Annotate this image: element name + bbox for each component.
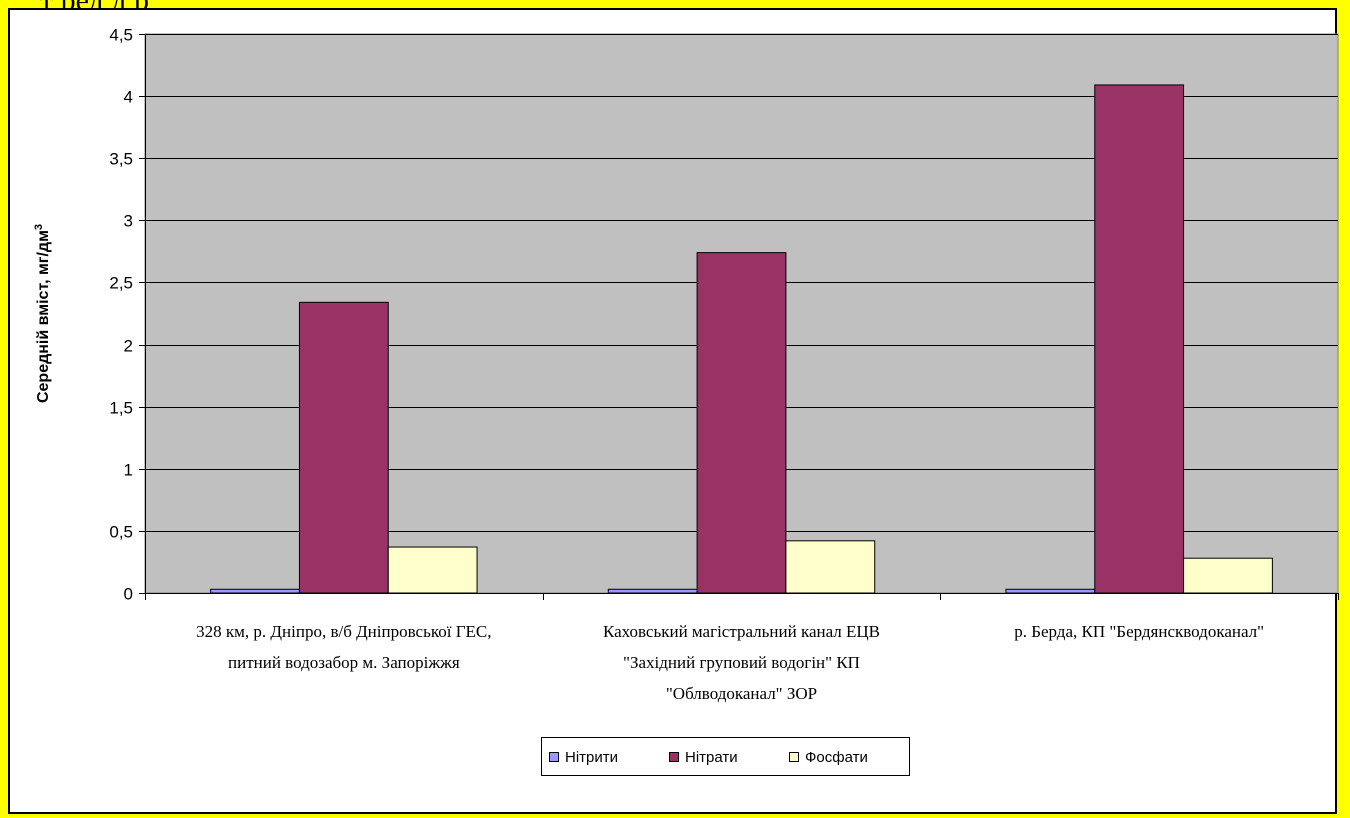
bar-Нітрити: [607, 588, 698, 594]
legend-swatch: [669, 752, 679, 762]
y-tick-label: 1,5: [109, 399, 133, 418]
y-tick-label: 4,5: [109, 26, 133, 45]
x-category-label: питний водозабор м. Запоріжжя: [228, 653, 460, 672]
legend: [541, 737, 910, 776]
x-category-label: "Облводоканал" ЗОР: [666, 684, 817, 703]
bar-Нітрати: [696, 252, 787, 594]
bar-Нітрити: [210, 588, 300, 594]
bar-Фосфати: [387, 546, 478, 594]
y-tick-label: 3,5: [109, 150, 133, 169]
legend-label: Нітрити: [565, 749, 618, 766]
bar-Нітрати: [298, 301, 389, 594]
y-tick-label: 0,5: [109, 523, 133, 542]
bar-Нітрати: [1094, 84, 1185, 594]
y-axis-label-superscript: 3: [33, 224, 45, 230]
bar-Нітрити: [1005, 588, 1096, 594]
y-tick-label: 0: [124, 585, 133, 604]
bar-Фосфати: [785, 540, 876, 594]
legend-label: Фосфати: [805, 749, 868, 766]
bar-Фосфати: [1183, 557, 1273, 594]
y-axis-label: Середній вміст, мг/дм3: [33, 224, 52, 403]
legend-swatch: [549, 752, 559, 762]
y-tick-label: 3: [124, 212, 133, 231]
legend-swatch: [789, 752, 799, 762]
y-tick-label: 2,5: [109, 274, 133, 293]
y-tick-label: 2: [124, 337, 133, 356]
legend-label: Нітрати: [685, 749, 738, 766]
x-category-label: 328 км, р. Дніпро, в/б Дніпровської ГЕС,: [196, 622, 491, 641]
y-tick-label: 1: [124, 461, 133, 480]
x-category-label: "Західний груповий водогін" КП: [623, 653, 860, 672]
y-tick-label: 4: [124, 88, 133, 107]
x-category-label: р. Берда, КП "Бердянскводоканал": [1014, 622, 1264, 641]
x-category-label: Каховський магістральний канал ЕЦВ: [603, 622, 880, 641]
